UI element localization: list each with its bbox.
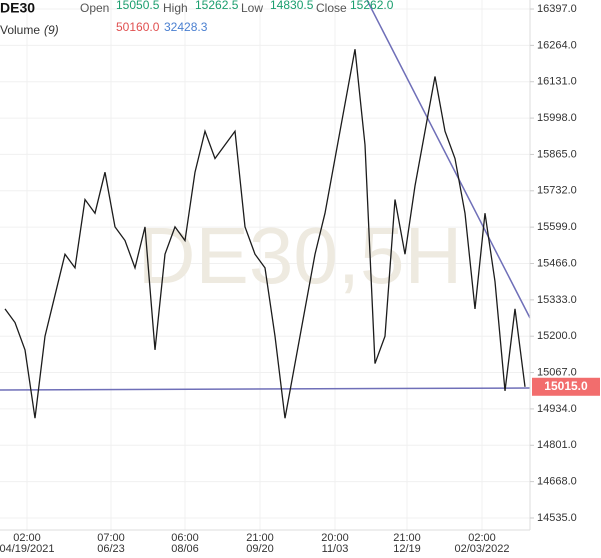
y-tick-label: 16264.0 xyxy=(537,39,577,51)
x-tick-label: 07:00 xyxy=(97,532,125,544)
last-price-label: 15015.0 xyxy=(544,379,588,393)
high-label: High xyxy=(163,1,188,15)
x-tick-label: 02:00 xyxy=(13,532,41,544)
y-tick-label: 16131.0 xyxy=(537,76,577,88)
close-label: Close xyxy=(316,1,347,15)
x-tick-date: 06/23 xyxy=(97,543,125,555)
symbol: DE30 xyxy=(0,0,35,16)
trendline-support xyxy=(0,387,531,391)
y-tick-label: 14535.0 xyxy=(537,512,577,524)
y-tick-label: 14801.0 xyxy=(537,439,577,451)
low-value: 14830.5 xyxy=(270,0,314,12)
x-tick-label: 06:00 xyxy=(171,532,199,544)
y-tick-label: 15599.0 xyxy=(537,221,577,233)
y-tick-label: 15998.0 xyxy=(537,112,577,124)
y-tick-label: 15333.0 xyxy=(537,294,577,306)
last-price-box xyxy=(532,377,600,396)
low-label: Low xyxy=(241,1,263,15)
x-tick-date: 02/03/2022 xyxy=(454,543,509,555)
y-tick-label: 15067.0 xyxy=(537,366,577,378)
close-value: 15262.0 xyxy=(350,0,394,12)
x-tick-date: 08/06 xyxy=(171,543,199,555)
y-tick-label: 15466.0 xyxy=(537,257,577,269)
volume-label: Volume xyxy=(0,23,40,37)
legend-header: DE30 Open 15050.5 High 15262.5 Low 14830… xyxy=(0,0,394,37)
x-tick-label: 02:00 xyxy=(468,532,496,544)
y-tick-label: 15865.0 xyxy=(537,148,577,160)
x-tick-date: 04/19/2021 xyxy=(0,543,55,555)
volume-ma-value: 32428.3 xyxy=(164,20,208,34)
trendline-resistance xyxy=(366,0,531,319)
open-label: Open xyxy=(80,1,109,15)
x-tick-label: 21:00 xyxy=(246,532,274,544)
watermark: DE30,5H xyxy=(138,211,463,300)
x-tick-date: 11/03 xyxy=(322,543,349,555)
x-tick-date: 09/20 xyxy=(246,543,274,555)
y-tick-label: 16397.0 xyxy=(537,3,577,15)
price-line xyxy=(4,49,526,419)
y-tick-label: 15732.0 xyxy=(537,185,577,197)
volume-value: 50160.0 xyxy=(116,20,160,34)
y-tick-label: 14934.0 xyxy=(537,403,577,415)
open-value: 15050.5 xyxy=(116,0,160,12)
high-value: 15262.5 xyxy=(195,0,239,12)
x-tick-label: 21:00 xyxy=(393,532,421,544)
x-tick-date: 12/19 xyxy=(393,543,421,555)
x-tick-label: 20:00 xyxy=(321,532,349,544)
y-tick-label: 14668.0 xyxy=(537,476,577,488)
y-tick-label: 15200.0 xyxy=(537,330,577,342)
volume-period: (9) xyxy=(44,23,59,37)
